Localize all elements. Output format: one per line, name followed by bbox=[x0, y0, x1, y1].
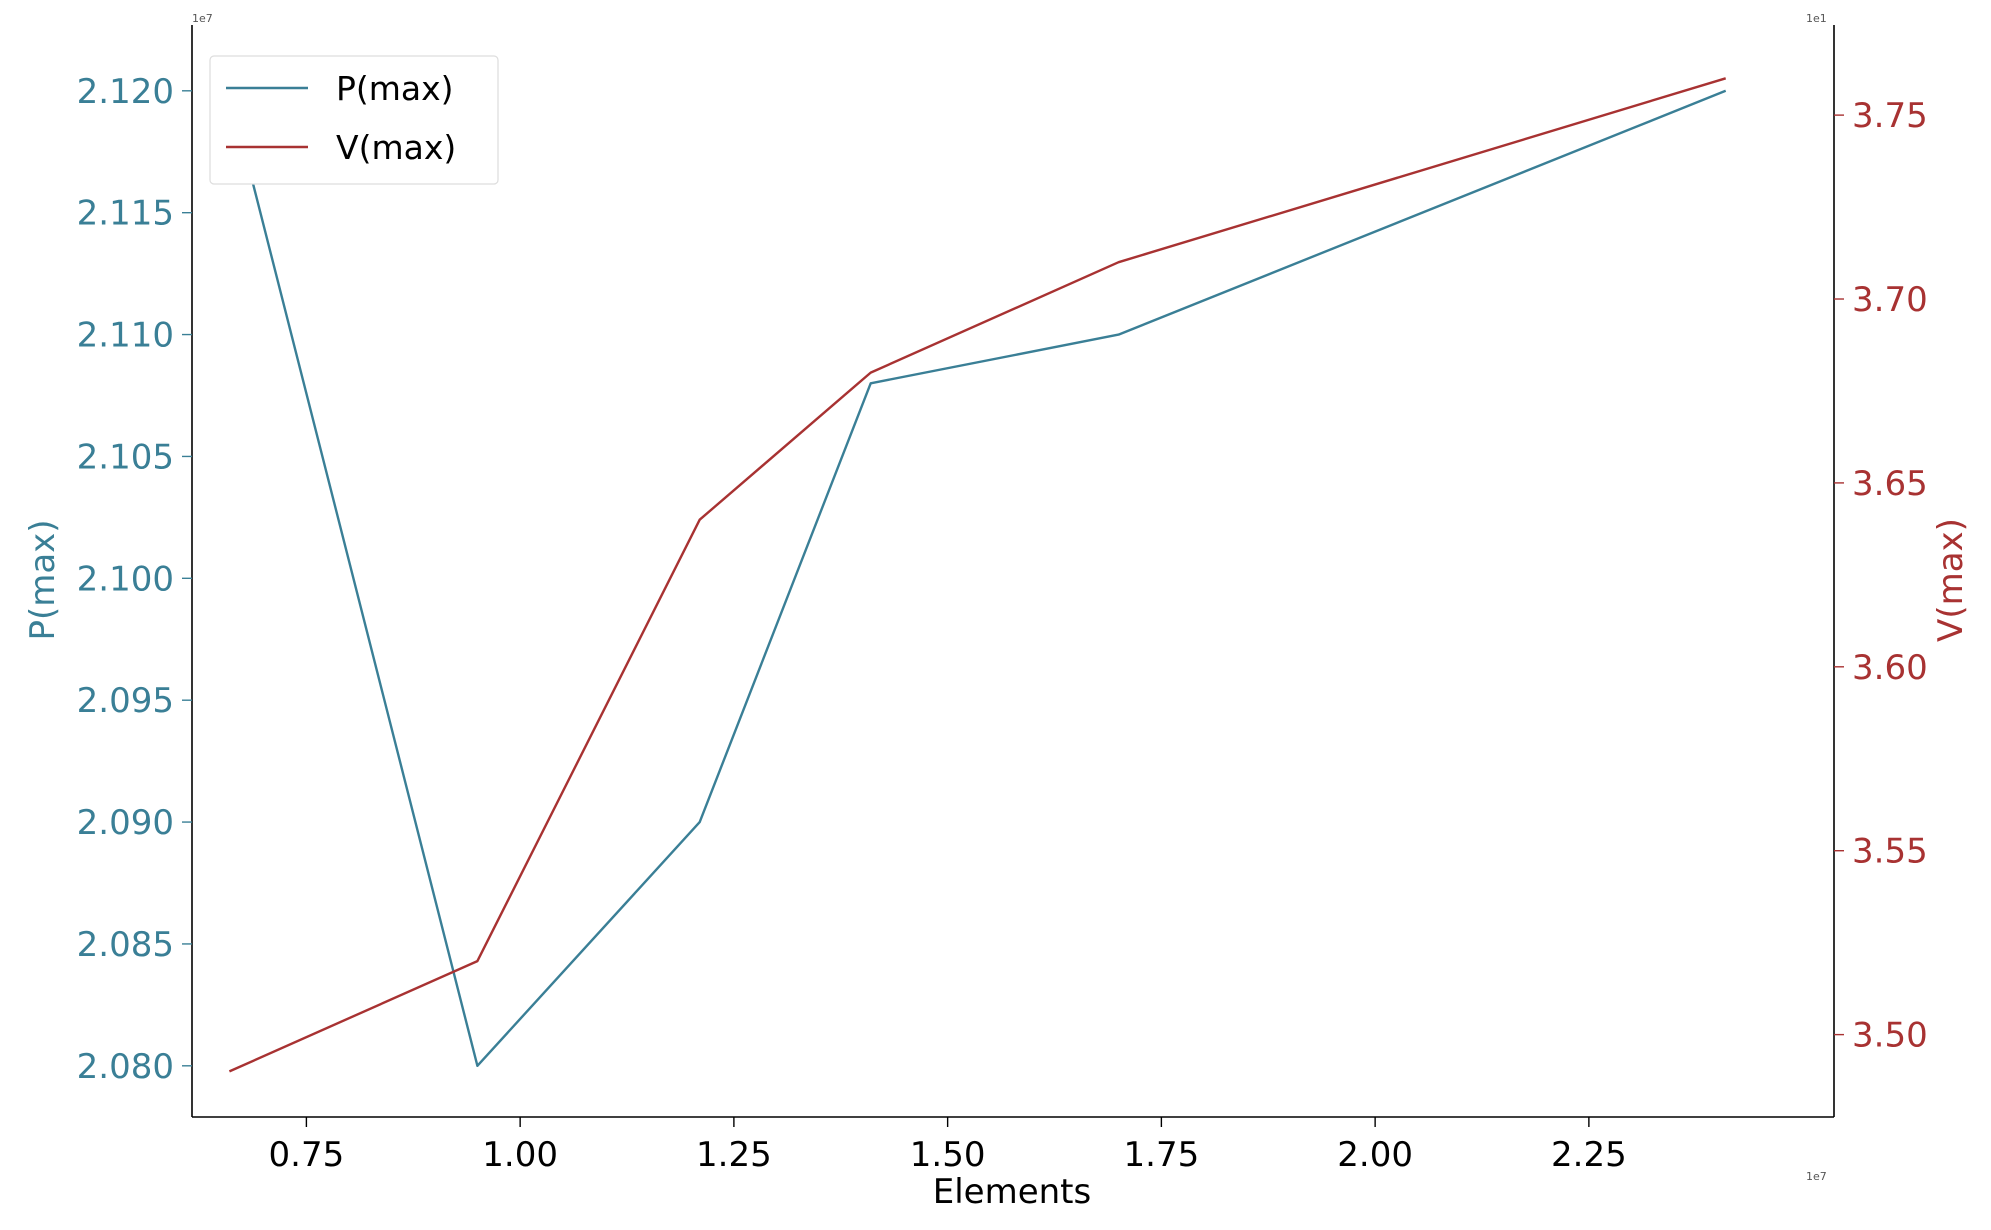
right-tick-label: 3.65 bbox=[1852, 464, 1928, 504]
left-tick-label: 2.095 bbox=[77, 681, 174, 721]
left-axis-label: P(max) bbox=[23, 519, 63, 640]
left-tick-label: 2.090 bbox=[77, 803, 174, 843]
left-tick-label: 2.115 bbox=[77, 194, 174, 234]
x-axis-offset-label: 1e7 bbox=[1806, 1170, 1827, 1183]
right-tick-label: 3.50 bbox=[1852, 1016, 1928, 1056]
left-axis-offset-label: 1e7 bbox=[192, 12, 213, 25]
right-axis-ticks: 3.50 3.55 3.60 3.65 3.70 3.75 bbox=[1834, 96, 1928, 1056]
right-tick-label: 3.55 bbox=[1852, 832, 1928, 872]
x-tick-label: 1.75 bbox=[1124, 1135, 1200, 1175]
x-axis-label: Elements bbox=[933, 1172, 1091, 1212]
left-tick-label: 2.085 bbox=[77, 925, 174, 965]
left-axis-ticks: 2.080 2.085 2.090 2.095 2.100 2.105 2.110 2.115… bbox=[77, 72, 192, 1087]
series-layer bbox=[228, 77, 1727, 1073]
x-tick-label: 1.00 bbox=[482, 1135, 558, 1175]
legend-label-v-max: V(max) bbox=[336, 128, 456, 167]
plot-frame bbox=[191, 25, 1835, 1118]
x-tick-label: 2.25 bbox=[1551, 1135, 1627, 1175]
left-tick-label: 2.110 bbox=[77, 316, 174, 356]
left-tick-label: 2.120 bbox=[77, 72, 174, 112]
x-tick-label: 0.75 bbox=[269, 1135, 345, 1175]
right-axis-offset-label: 1e1 bbox=[1806, 12, 1827, 25]
right-axis-label: V(max) bbox=[1931, 518, 1971, 642]
left-tick-label: 2.080 bbox=[77, 1047, 174, 1087]
right-tick-label: 3.60 bbox=[1852, 648, 1928, 688]
right-tick-label: 3.75 bbox=[1852, 96, 1928, 136]
x-axis-ticks: 0.75 1.00 1.25 1.50 1.75 2.00 2.25 bbox=[269, 1117, 1627, 1175]
series-line-p-max bbox=[228, 89, 1727, 1068]
x-tick-label: 1.50 bbox=[910, 1135, 986, 1175]
series-line-v-max bbox=[228, 77, 1727, 1073]
legend: P(max) V(max) bbox=[209, 55, 499, 185]
x-tick-label: 1.25 bbox=[696, 1135, 772, 1175]
left-tick-label: 2.105 bbox=[77, 437, 174, 477]
legend-label-p-max: P(max) bbox=[336, 69, 454, 108]
x-tick-label: 2.00 bbox=[1337, 1135, 1413, 1175]
left-tick-label: 2.100 bbox=[77, 559, 174, 599]
right-tick-label: 3.70 bbox=[1852, 280, 1928, 320]
